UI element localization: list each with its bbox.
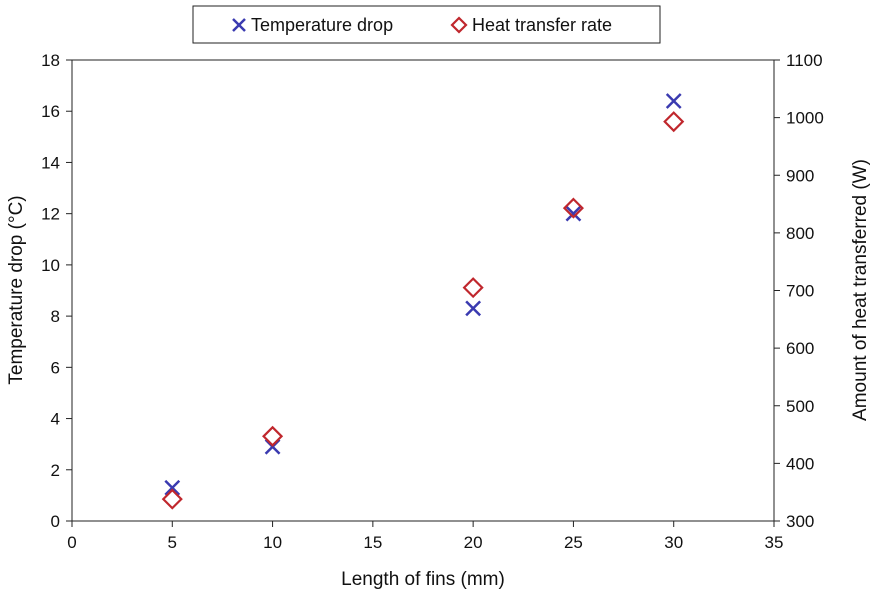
x-tick-label: 20 xyxy=(464,533,483,552)
y2-tick-label: 800 xyxy=(786,224,814,243)
y2-tick-label: 1100 xyxy=(786,51,823,70)
y-tick-label: 8 xyxy=(51,307,60,326)
point-temperature-drop xyxy=(665,93,682,109)
legend-label-heat-transfer-rate: Heat transfer rate xyxy=(472,15,612,35)
point-temperature-drop xyxy=(465,300,482,317)
y2-tick-label: 500 xyxy=(786,397,814,416)
x-tick-label: 25 xyxy=(564,533,583,552)
point-heat-transfer-rate xyxy=(462,277,484,299)
plot-area xyxy=(71,59,775,522)
y2-tick-label: 700 xyxy=(786,282,814,301)
x-tick-label: 15 xyxy=(363,533,382,552)
point-temperature-drop xyxy=(565,205,582,222)
y2-tick-label: 300 xyxy=(786,512,814,531)
legend-marker-diamond-icon xyxy=(450,16,468,34)
x-tick-label: 30 xyxy=(664,533,683,552)
legend-item-temperature-drop: Temperature drop xyxy=(232,15,393,35)
y-axis-title-left: Temperature drop (°C) xyxy=(6,195,27,384)
legend-box xyxy=(192,5,661,44)
point-temperature-drop xyxy=(164,479,181,496)
point-heat-transfer-rate xyxy=(262,425,284,447)
y-tick-label: 2 xyxy=(51,461,60,480)
point-heat-transfer-rate xyxy=(663,111,685,133)
y-tick-label: 4 xyxy=(51,410,60,429)
point-heat-transfer-rate xyxy=(562,197,584,219)
y2-tick-label: 600 xyxy=(786,339,814,358)
y-axis-left: 0 2 4 6 8 10 12 14 16 18 xyxy=(41,51,72,531)
data-points xyxy=(161,93,685,510)
x-axis-title: Length of fins (mm) xyxy=(341,569,505,590)
legend: Temperature drop Heat transfer rate xyxy=(192,5,661,44)
y-tick-label: 14 xyxy=(41,153,60,172)
y-tick-label: 6 xyxy=(51,358,60,377)
y-tick-label: 18 xyxy=(41,51,60,70)
legend-marker-x-icon xyxy=(232,18,246,32)
x-axis: 0 5 10 15 20 25 30 35 xyxy=(67,521,783,552)
y-axis-right: 300 400 500 600 700 800 900 1000 1100 xyxy=(774,51,824,531)
y-tick-label: 16 xyxy=(41,102,60,121)
x-tick-label: 35 xyxy=(765,533,784,552)
y-axis-title-right: Amount of heat transferred (W) xyxy=(850,159,871,421)
x-tick-label: 0 xyxy=(67,533,76,552)
point-heat-transfer-rate xyxy=(161,488,183,510)
y-tick-label: 12 xyxy=(41,205,60,224)
x-tick-label: 10 xyxy=(263,533,282,552)
legend-label-temperature-drop: Temperature drop xyxy=(251,15,393,35)
y2-tick-label: 400 xyxy=(786,454,814,473)
y-tick-label: 0 xyxy=(51,512,60,531)
x-tick-label: 5 xyxy=(168,533,177,552)
y2-tick-label: 900 xyxy=(786,166,814,185)
legend-item-heat-transfer-rate: Heat transfer rate xyxy=(450,15,612,35)
y2-tick-label: 1000 xyxy=(786,109,824,128)
y-tick-label: 10 xyxy=(41,256,60,275)
